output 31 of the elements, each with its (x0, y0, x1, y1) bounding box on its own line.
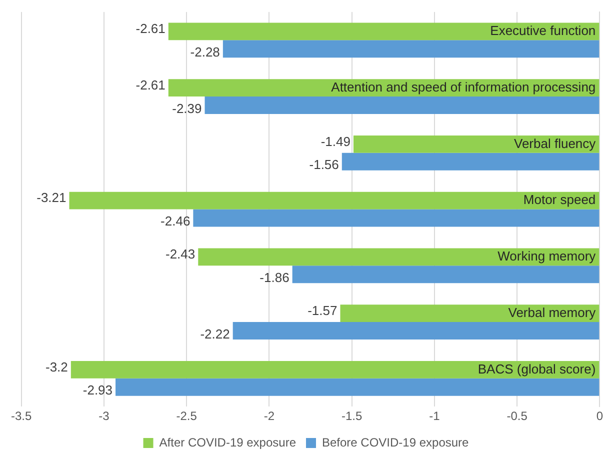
data-label: -1.56 (309, 157, 339, 172)
x-tick-label: 0 (596, 409, 604, 424)
y-tick-label: Verbal memory (508, 304, 596, 320)
x-tick-label: -1.5 (341, 409, 362, 424)
y-tick-label: Executive function (490, 23, 596, 38)
data-label: -2.39 (172, 100, 202, 116)
data-label: -2.43 (166, 246, 196, 262)
data-label: -1.49 (320, 134, 350, 149)
x-tick-label: -2 (264, 409, 275, 424)
data-label: -1.86 (260, 270, 290, 285)
y-tick-label: Working memory (498, 248, 596, 264)
x-tick-label: -3 (98, 409, 110, 424)
data-label: -2.46 (160, 214, 190, 229)
legend-label: After COVID-19 exposure (159, 435, 296, 450)
y-tick-label: Attention and speed of information processing (331, 79, 596, 94)
x-tick-label: -3.5 (10, 409, 32, 424)
y-tick-label: Motor speed (523, 192, 596, 208)
x-tick-label: -1 (429, 409, 440, 424)
data-label: -2.22 (200, 326, 230, 342)
data-label: -2.93 (82, 382, 113, 398)
legend-label: Before COVID-19 exposure (322, 435, 470, 450)
x-tick-label: -0.5 (506, 409, 528, 424)
y-tick-label: Verbal fluency (514, 136, 596, 151)
data-label: -3.21 (36, 190, 66, 206)
data-label: -2.28 (190, 44, 220, 60)
data-label: -1.57 (308, 302, 338, 318)
x-tick-label: -2.5 (176, 409, 198, 424)
data-label: -3.2 (46, 359, 68, 374)
data-label: -2.61 (136, 77, 166, 92)
data-label: -2.61 (136, 21, 166, 36)
y-tick-label: BACS (global score) (478, 361, 596, 376)
